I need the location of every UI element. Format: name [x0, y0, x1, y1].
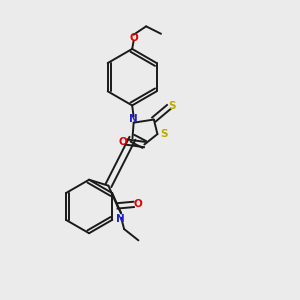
- Text: N: N: [116, 214, 125, 224]
- Text: O: O: [129, 33, 138, 43]
- Text: O: O: [133, 200, 142, 209]
- Text: N: N: [129, 114, 138, 124]
- Text: S: S: [169, 100, 176, 111]
- Text: S: S: [160, 128, 168, 139]
- Text: O: O: [118, 137, 127, 147]
